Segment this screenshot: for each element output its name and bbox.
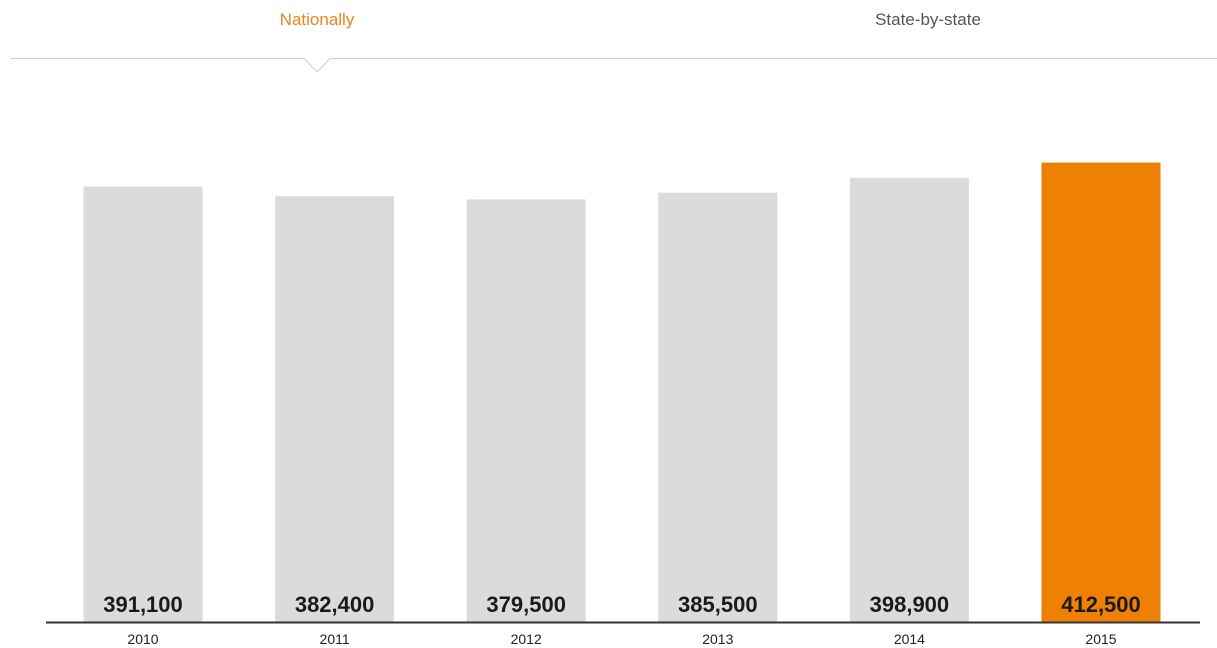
bar-2015 bbox=[1041, 162, 1161, 622]
tab-divider bbox=[10, 58, 1217, 59]
x-tick-label: 2010 bbox=[127, 631, 158, 647]
bar-2013 bbox=[658, 192, 778, 622]
bar-value-label: 412,500 bbox=[1061, 592, 1141, 617]
view-tabs: Nationally State-by-state bbox=[0, 0, 1217, 73]
x-tick-label: 2012 bbox=[511, 631, 542, 647]
tab-nationally[interactable]: Nationally bbox=[279, 10, 355, 29]
bar-value-label: 391,100 bbox=[103, 592, 183, 617]
bar-value-label: 398,900 bbox=[870, 592, 950, 617]
x-tick-label: 2015 bbox=[1085, 631, 1116, 647]
bar-value-label: 379,500 bbox=[486, 592, 566, 617]
tab-state-by-state[interactable]: State-by-state bbox=[875, 10, 981, 29]
bar-2014 bbox=[849, 177, 969, 623]
bar-value-label: 385,500 bbox=[678, 592, 758, 617]
x-tick-label: 2011 bbox=[320, 631, 350, 647]
x-tick-label: 2014 bbox=[894, 631, 925, 647]
active-tab-pointer-icon bbox=[304, 58, 330, 73]
bar-2010 bbox=[83, 186, 203, 622]
bar-2011 bbox=[275, 196, 395, 622]
x-tick-label: 2013 bbox=[702, 631, 733, 647]
bar-2012 bbox=[466, 199, 586, 622]
bar-value-label: 382,400 bbox=[295, 592, 375, 617]
